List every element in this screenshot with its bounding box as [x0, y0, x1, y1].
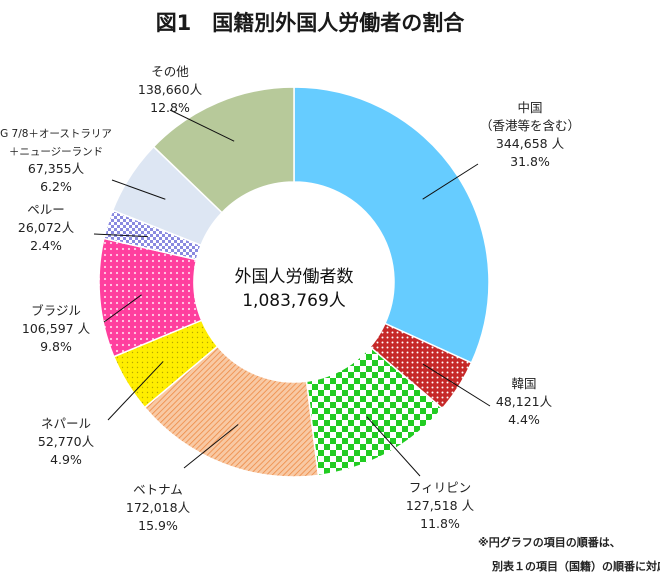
leader-line-g7-au-nz	[111, 179, 166, 200]
slice-label-other-line-2: 138,660人	[138, 82, 203, 97]
center-label: 外国人労働者数	[235, 267, 354, 287]
leader-line-nepal	[107, 361, 164, 421]
slice-label-vietnam-line-3: 15.9%	[138, 518, 178, 533]
leader-line-korea	[422, 363, 491, 407]
leader-line-brazil	[103, 294, 142, 323]
slice-label-philippines-line-2: 127,518 人	[406, 498, 475, 513]
center-total: 1,083,769人	[242, 291, 346, 311]
leader-line-vietnam	[183, 424, 239, 469]
leader-line-china	[422, 163, 479, 200]
slice-label-nepal-line-1: ネパール	[41, 416, 91, 431]
slice-label-brazil-line-2: 106,597 人	[22, 321, 91, 336]
slice-label-g7-au-nz-line-4: 6.2%	[40, 179, 72, 194]
slice-labels-group: 中国 （香港等を含む） 344,658 人 31.8% 韓国 48,121人 4.4% フィリ…	[0, 64, 580, 533]
note-line-1: ※円グラフの項目の順番は、	[478, 535, 621, 549]
leader-line-peru	[93, 233, 148, 238]
slice-label-other-line-1: その他	[151, 64, 189, 79]
slice-label-vietnam-line-2: 172,018人	[126, 500, 191, 515]
chart-title: 図1 国籍別外国人労働者の割合	[156, 11, 466, 35]
leader-lines-group	[93, 109, 491, 477]
slice-label-korea-line-1: 韓国	[511, 376, 536, 391]
slice-label-vietnam-line-1: ベトナム	[133, 482, 183, 497]
slice-label-brazil-line-1: ブラジル	[31, 303, 81, 318]
slice-label-korea-line-3: 4.4%	[508, 412, 540, 427]
slice-label-peru-line-2: 26,072人	[18, 220, 75, 235]
slice-label-korea-line-2: 48,121人	[496, 394, 553, 409]
slice-label-philippines-line-3: 11.8%	[420, 516, 460, 531]
slice-label-nepal-line-3: 4.9%	[50, 452, 82, 467]
slice-label-china-line-4: 31.8%	[510, 154, 550, 169]
slice-label-china-line-1: 中国	[517, 100, 542, 115]
leader-line-other	[169, 109, 235, 142]
slice-vietnam	[143, 345, 320, 478]
slices-group	[98, 86, 490, 478]
slice-label-g7-au-nz-line-1: G 7/8＋オーストラリア	[0, 128, 112, 140]
slice-label-nepal-line-2: 52,770人	[38, 434, 95, 449]
slice-label-g7-au-nz-line-2: ＋ニュージーランド	[9, 146, 103, 158]
leader-line-philippines	[366, 416, 421, 477]
slice-label-peru-line-3: 2.4%	[30, 238, 62, 253]
slice-label-peru-line-1: ペルー	[27, 202, 65, 217]
slice-label-brazil-line-3: 9.8%	[40, 339, 72, 354]
note-line-2: 別表１の項目（国籍）の順番に対応	[491, 559, 660, 573]
slice-label-other-line-3: 12.8%	[150, 100, 190, 115]
slice-label-china-line-3: 344,658 人	[496, 136, 565, 151]
slice-label-g7-au-nz-line-3: 67,355人	[28, 161, 85, 176]
slice-china	[293, 86, 490, 364]
slice-label-china-line-2: （香港等を含む）	[480, 118, 580, 133]
slice-label-philippines-line-1: フィリピン	[409, 480, 471, 495]
